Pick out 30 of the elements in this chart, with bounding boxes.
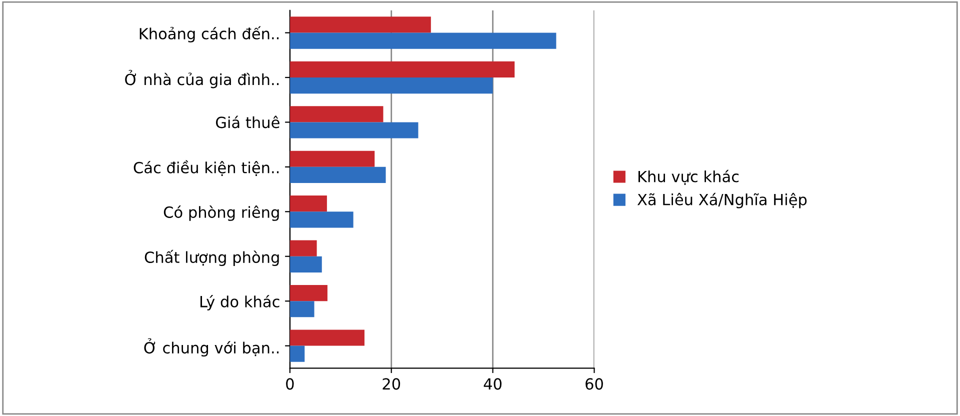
bar: [290, 346, 305, 362]
x-tick-label: 60: [586, 378, 603, 390]
y-tick-label: Chất lượng phòng: [144, 250, 279, 266]
x-tick-label: 0: [286, 378, 294, 390]
bar: [290, 301, 314, 318]
bar: [290, 32, 556, 49]
bar: [290, 196, 327, 212]
y-tick-label: Giá thuê: [216, 116, 280, 128]
bar: [290, 16, 431, 33]
bar: [290, 240, 317, 256]
bar: [290, 212, 354, 228]
bar: [290, 166, 386, 184]
bar: [290, 330, 364, 346]
y-tick-label: Lý do khác: [200, 294, 280, 310]
y-tick-label: Ở chung với bạn..: [144, 338, 279, 357]
bar: [290, 256, 322, 272]
bar: [290, 106, 384, 122]
legend-label: Khu vực khác: [638, 170, 739, 185]
x-tick-label: 20: [382, 378, 400, 390]
bar: [290, 122, 418, 138]
bar: [290, 61, 515, 78]
y-tick-label: Các điều kiện tiện..: [134, 160, 279, 176]
bar: [290, 150, 375, 167]
y-tick-label: Ở nhà của gia đình..: [125, 70, 279, 88]
bar: [290, 284, 328, 302]
y-tick-label: Có phòng riêng: [164, 206, 279, 221]
legend-label: Xã Liêu Xá/Nghĩa Hiệp: [637, 192, 807, 208]
y-tick-label: Khoảng cách đến..: [140, 26, 279, 42]
x-tick-label: 40: [484, 378, 502, 390]
bar: [290, 77, 493, 94]
